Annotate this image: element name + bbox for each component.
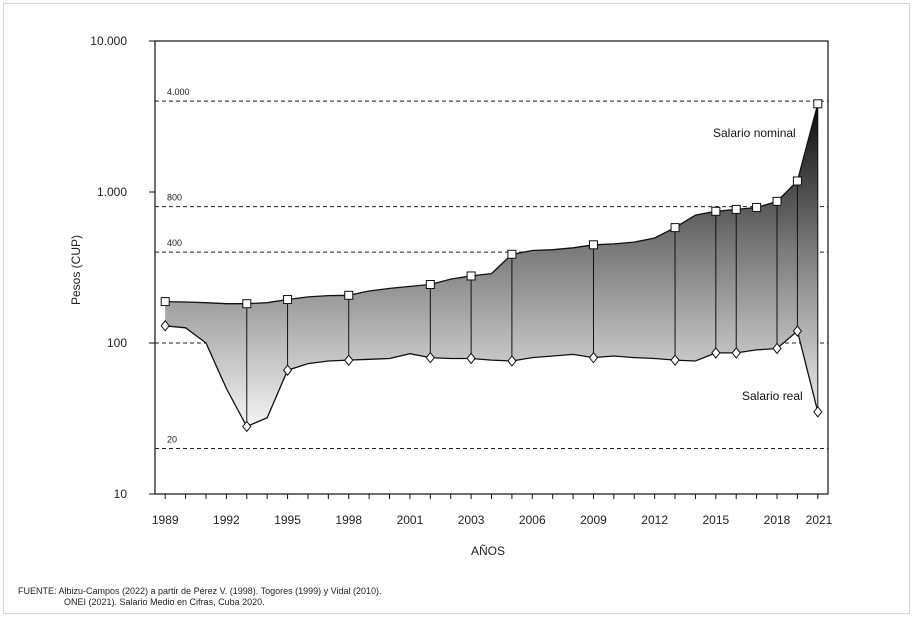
- nominal-marker: [752, 202, 762, 212]
- nominal-marker: [813, 99, 823, 109]
- series-line-real: [165, 325, 819, 428]
- real-marker: [670, 354, 680, 366]
- reference-label: 400: [167, 238, 182, 248]
- nominal-marker: [588, 240, 598, 250]
- nominal-marker: [425, 280, 435, 290]
- x-tick-label: 2018: [764, 513, 791, 527]
- x-axis-title: AÑOS: [471, 544, 505, 558]
- real-marker: [588, 351, 599, 364]
- real-marker: [792, 325, 803, 337]
- x-tick-label: 2015: [702, 513, 729, 527]
- nominal-marker: [507, 249, 517, 259]
- y-tick-label: 100: [107, 336, 127, 350]
- x-tick-label: 1992: [213, 513, 240, 527]
- nominal-marker: [242, 299, 252, 309]
- real-marker: [772, 342, 782, 355]
- reference-label: 20: [167, 435, 177, 445]
- y-tick-label: 10.000: [90, 34, 127, 48]
- nominal-marker: [711, 206, 721, 216]
- x-tick-label: 2021: [806, 513, 833, 527]
- nominal-marker: [344, 290, 354, 300]
- series-label-nominal: Salario nominal: [713, 126, 796, 140]
- reference-label: 800: [167, 193, 182, 203]
- nominal-marker: [670, 223, 680, 233]
- source-line-2: ONEI (2021). Salario Medio en Cifras, Cu…: [64, 597, 265, 607]
- x-tick-label: 1995: [274, 513, 301, 527]
- real-marker: [242, 420, 252, 433]
- real-marker: [813, 406, 823, 418]
- nominal-marker: [283, 295, 293, 305]
- gap-area: [165, 103, 818, 427]
- source-note: FUENTE: Albizu-Campos (2022) a partir de…: [18, 586, 382, 608]
- real-marker: [731, 347, 741, 359]
- real-marker: [344, 354, 354, 366]
- nominal-marker: [160, 297, 170, 307]
- x-tick-label: 2001: [397, 513, 424, 527]
- real-marker: [507, 355, 517, 367]
- x-tick-label: 1989: [152, 513, 179, 527]
- x-tick-label: 2012: [641, 513, 668, 527]
- nominal-marker: [731, 204, 741, 214]
- real-marker: [160, 319, 170, 332]
- y-tick-label: 1.000: [97, 185, 127, 199]
- x-tick-label: 2006: [519, 513, 546, 527]
- x-tick-label: 2003: [458, 513, 485, 527]
- x-tick-label: 2009: [580, 513, 607, 527]
- nominal-marker: [772, 196, 782, 206]
- x-tick-label: 1998: [335, 513, 362, 527]
- source-line-1: FUENTE: Albizu-Campos (2022) a partir de…: [18, 586, 382, 596]
- series-line-nominal: [165, 103, 819, 305]
- series-label-real: Salario real: [742, 389, 803, 403]
- real-marker: [282, 364, 293, 377]
- y-tick-label: 10: [114, 487, 128, 501]
- real-marker: [425, 351, 435, 364]
- reference-label: 4.000: [167, 87, 190, 97]
- real-marker: [711, 347, 721, 359]
- nominal-marker: [792, 176, 802, 186]
- y-axis-title: Pesos (CUP): [69, 235, 83, 305]
- real-marker: [466, 352, 476, 365]
- nominal-marker: [466, 271, 476, 281]
